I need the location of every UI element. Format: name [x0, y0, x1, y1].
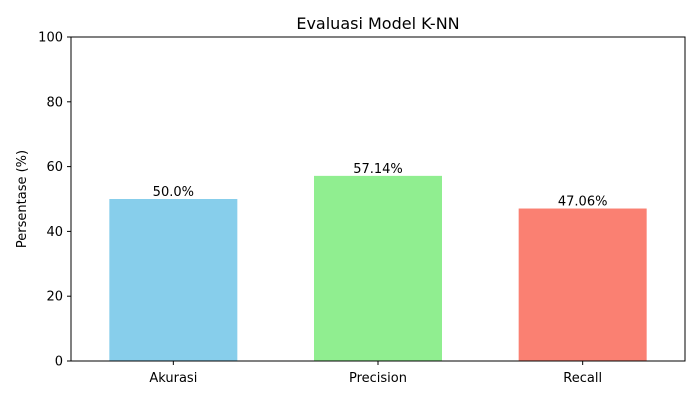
- y-axis-ticks: 0 20 40 60 80 100: [38, 31, 71, 370]
- x-tick-label-precision: Precision: [349, 371, 407, 386]
- bars-group: [109, 175, 647, 361]
- y-tick-label: 80: [46, 95, 63, 110]
- data-label-precision: 57.14%: [353, 162, 403, 177]
- y-tick-label: 20: [46, 290, 63, 305]
- data-label-recall: 47.06%: [558, 195, 608, 210]
- bar-akurasi: [109, 199, 238, 361]
- bar-precision: [314, 175, 442, 361]
- y-tick-label: 100: [38, 31, 63, 46]
- y-tick-label: 60: [46, 160, 63, 175]
- chart-title: Evaluasi Model K-NN: [296, 14, 459, 33]
- y-tick-label: 40: [46, 225, 63, 240]
- x-tick-label-recall: Recall: [563, 371, 602, 386]
- bar-recall: [518, 208, 647, 361]
- plot-frame: [70, 36, 686, 362]
- x-tick-label-akurasi: Akurasi: [149, 371, 197, 386]
- y-axis-label: Persentase (%): [15, 150, 30, 248]
- data-label-akurasi: 50.0%: [153, 185, 194, 200]
- y-tick-label: 0: [55, 355, 63, 370]
- data-labels-group: 50.0% 57.14% 47.06%: [153, 162, 608, 210]
- x-axis-ticks: Akurasi Precision Recall: [149, 361, 602, 386]
